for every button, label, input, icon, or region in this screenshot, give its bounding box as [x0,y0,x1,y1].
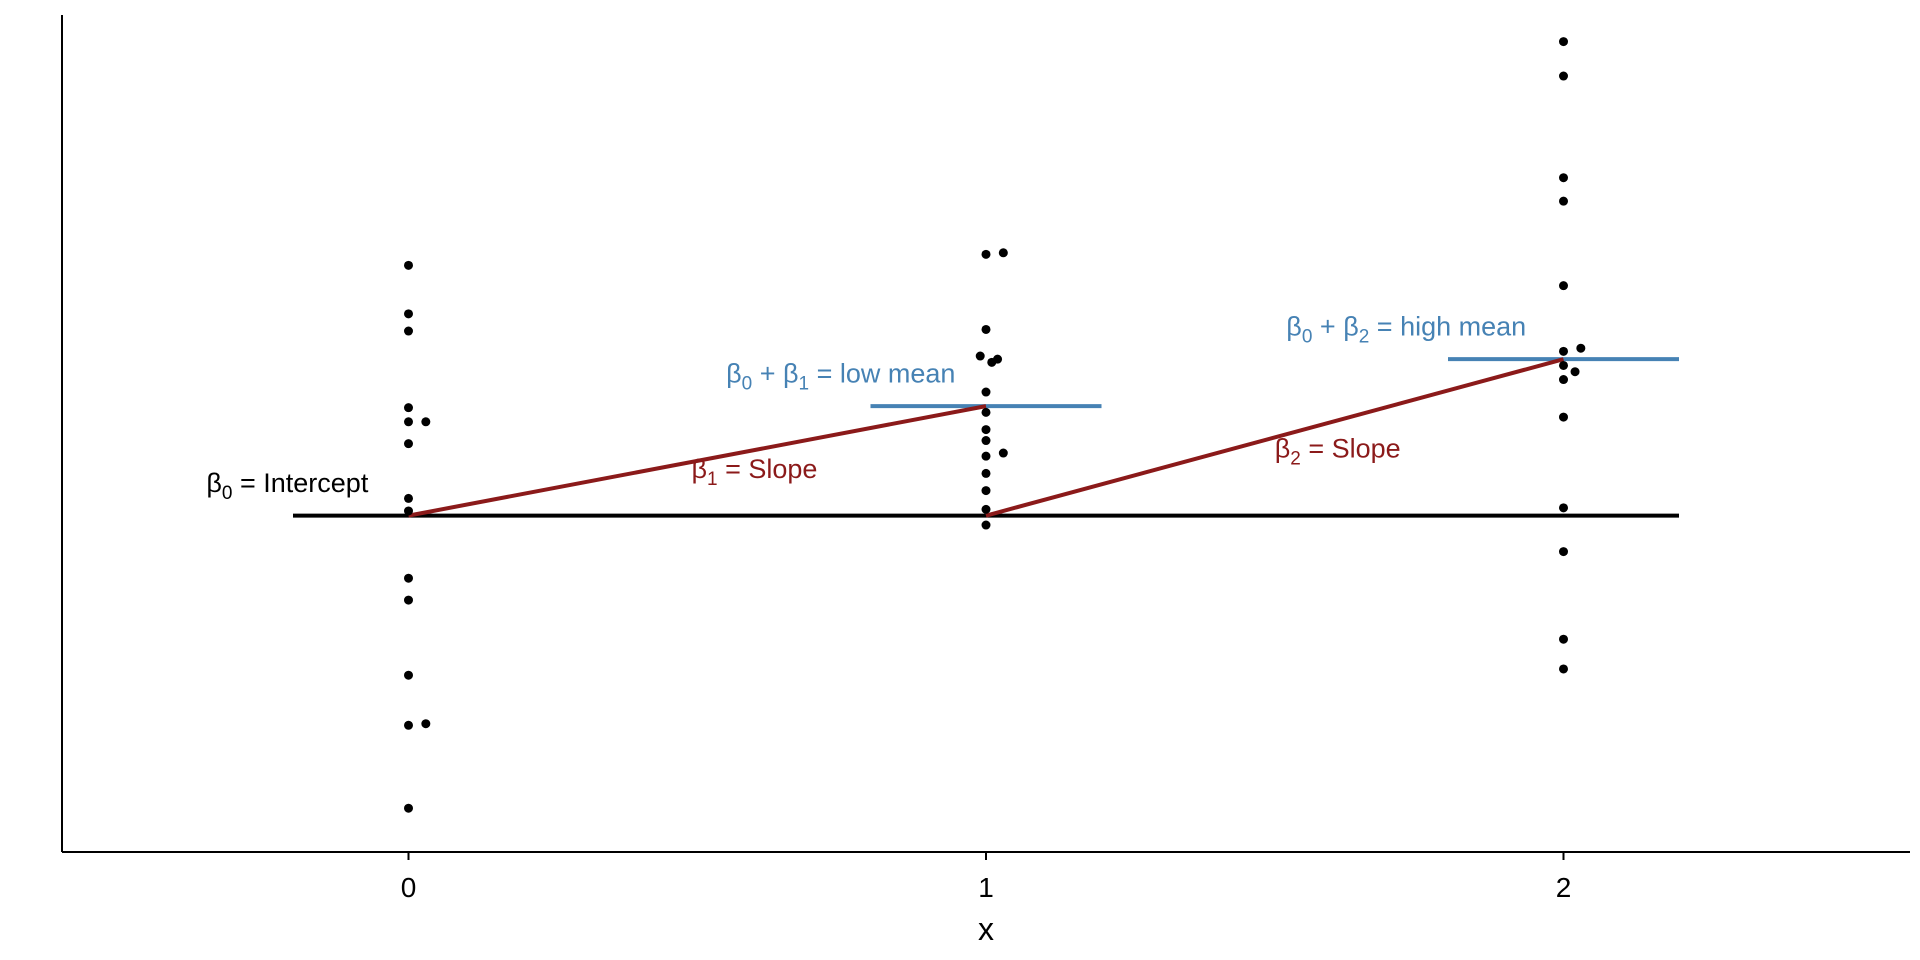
data-point [421,719,431,729]
data-point [404,720,413,730]
data-point [404,326,413,336]
data-point [1559,173,1568,183]
data-point [981,451,991,461]
data-point [1559,547,1568,557]
x-tick-label: 2 [1556,872,1572,903]
data-point [1559,503,1568,513]
x-tick-label: 0 [401,872,417,903]
data-point [404,506,413,516]
data-point [981,504,991,514]
slope-line-2 [985,357,1565,518]
intercept-label: β0 = Intercept [206,468,368,504]
data-point [404,493,413,503]
data-point [404,260,413,270]
data-point [981,520,991,530]
data-point [975,351,985,361]
slope1-label: β1 = Slope [691,454,817,490]
data-point [981,324,991,334]
data-point [421,417,431,427]
data-point [404,403,413,413]
data-point [981,436,991,446]
data-point [981,249,991,259]
data-points [404,37,1586,813]
x-tick-label: 1 [978,872,994,903]
data-point [404,573,413,583]
data-point [404,417,413,427]
data-point [1559,412,1568,422]
data-point [404,309,413,319]
data-point [981,468,991,478]
data-point [998,448,1008,458]
data-point [1559,281,1568,291]
data-point [1559,375,1568,385]
axes: 0 1 2 [61,15,1910,903]
data-point [1576,343,1586,353]
x-axis-title: x [978,911,994,947]
data-point [1559,634,1568,644]
model-lines [293,357,1679,518]
slope-line-1 [408,404,987,518]
data-point [981,425,991,435]
data-point [404,803,413,813]
data-point [998,248,1008,258]
data-point [404,439,413,449]
data-point [993,354,1003,364]
slope2-label: β2 = Slope [1275,434,1401,470]
data-point [1570,367,1580,377]
data-point [404,595,413,605]
x-ticks: 0 1 2 [401,852,1572,903]
data-point [981,486,991,496]
annotations: β0 = Intercept β1 = Slope β2 = Slope β0 + β… [206,312,1526,504]
low-mean-label: β0 + β1 = low mean [726,359,955,395]
data-point [1559,664,1568,674]
high-mean-label: β0 + β2 = high mean [1286,312,1526,348]
data-point [1559,37,1568,47]
data-point [1559,71,1568,81]
data-point [1559,196,1568,206]
data-point [404,670,413,680]
data-point [981,387,991,397]
data-point [1559,346,1568,356]
data-point [981,407,991,417]
data-point [1559,360,1568,370]
